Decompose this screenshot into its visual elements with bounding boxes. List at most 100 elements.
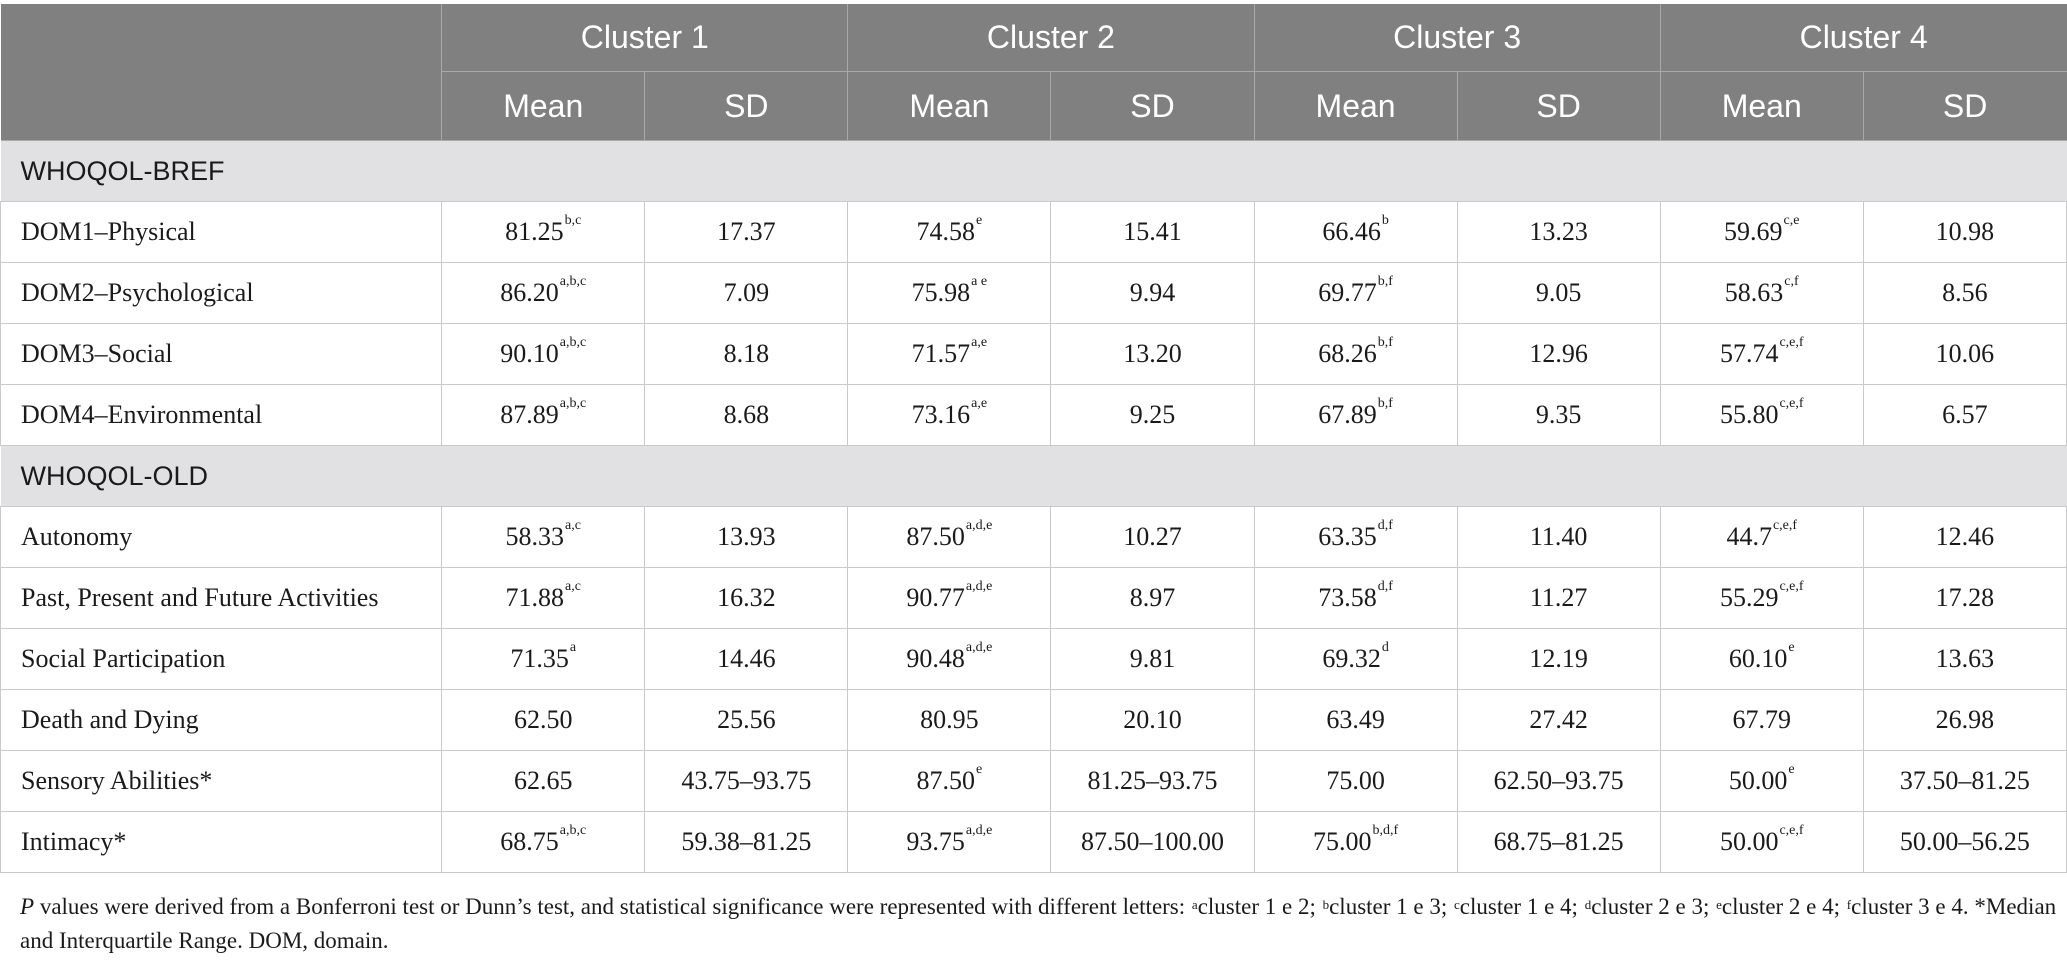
significance-superscript: c,e,f (1779, 579, 1804, 594)
significance-superscript: a,b,c (559, 274, 587, 289)
cell-value: 81.25 (505, 217, 564, 246)
mean-cell: 55.80c,e,f (1659, 384, 1864, 446)
sd-cell: 81.25–93.75 (1050, 750, 1255, 812)
table-row: Past, Present and Future Activities 71.88… (0, 567, 2067, 629)
sd-cell: 10.27 (1050, 506, 1255, 568)
cell-value: 50.00 (1728, 766, 1788, 795)
cell-value: 13.63 (1935, 644, 1995, 673)
mean-cell: 63.49 (1253, 689, 1458, 751)
cell-value: 71.35 (510, 644, 569, 673)
cell-value: 57.74 (1719, 339, 1779, 368)
footnote-letter: a (1191, 897, 1198, 912)
mean-cell: 68.75a,b,c (441, 811, 646, 873)
results-table-container: Cluster 1 Cluster 2 Cluster 3 Cluster 4 … (0, 4, 2067, 873)
significance-superscript: d,f (1377, 518, 1393, 533)
sd-cell: 26.98 (1862, 689, 2067, 751)
significance-superscript: d (1381, 640, 1389, 655)
mean-cell: 90.48a,d,e (847, 628, 1052, 690)
cell-value: 62.65 (513, 766, 573, 795)
cell-value: 9.94 (1129, 278, 1176, 307)
cluster-header-row: Cluster 1 Cluster 2 Cluster 3 Cluster 4 (0, 4, 2067, 141)
cell-value: 71.57 (911, 339, 971, 368)
footnote-letter: c (1454, 897, 1460, 912)
sd-cell: 50.00–56.25 (1862, 811, 2067, 873)
significance-superscript: b (1381, 213, 1389, 228)
footnote-intro: values were derived from a Bonferroni te… (34, 894, 1191, 919)
significance-superscript: a,c (565, 579, 581, 594)
cell-value: 63.49 (1326, 705, 1385, 734)
sd-cell: 12.19 (1456, 628, 1661, 690)
mean-cell: 81.25b,c (441, 201, 646, 263)
mean-cell: 71.57a,e (847, 323, 1052, 385)
sd-cell: 9.35 (1456, 384, 1661, 446)
cell-value: 37.50–81.25 (1899, 766, 2030, 795)
cell-value: 9.25 (1129, 400, 1176, 429)
table-body: WHOQOL-BREF DOM1–Physical 81.25b,c 17.37 74.… (0, 140, 2067, 873)
table-row: Intimacy* 68.75a,b,c 59.38–81.25 93.75a,d,e… (0, 811, 2067, 873)
cell-value: 87.50–100.00 (1080, 827, 1224, 856)
mean-cell: 62.65 (441, 750, 646, 812)
section-title: WHOQOL-BREF (0, 140, 2067, 202)
significance-superscript: e (1788, 762, 1795, 777)
significance-superscript: b,d,f (1372, 823, 1399, 838)
cell-value: 43.75–93.75 (681, 766, 812, 795)
mean-cell: 62.50 (441, 689, 646, 751)
row-label: Past, Present and Future Activities (0, 567, 443, 629)
cell-value: 10.98 (1935, 217, 1995, 246)
significance-superscript: a,b,c (559, 823, 587, 838)
significance-superscript: c,e,f (1779, 396, 1804, 411)
footnote-letter-meaning: cluster 3 e 4. (1851, 894, 1975, 919)
cluster-4-header: Cluster 4 (1659, 4, 2067, 72)
cell-value: 8.68 (723, 400, 770, 429)
sd-cell: 8.97 (1050, 567, 1255, 629)
sd-cell: 9.05 (1456, 262, 1661, 324)
footnote-letter-meaning: cluster 1 e 2; (1197, 894, 1322, 919)
row-label: DOM1–Physical (0, 201, 443, 263)
cell-value: 60.10 (1728, 644, 1788, 673)
section-row: WHOQOL-OLD (0, 445, 2067, 507)
significance-superscript: a,b,c (559, 396, 587, 411)
sd-cell: 12.46 (1862, 506, 2067, 568)
cell-value: 8.56 (1942, 278, 1988, 307)
cell-value: 11.27 (1529, 583, 1588, 612)
whoqol-cluster-table: Cluster 1 Cluster 2 Cluster 3 Cluster 4 … (0, 4, 2067, 873)
significance-superscript: a,d,e (965, 518, 993, 533)
mean-cell: 75.00b,d,f (1253, 811, 1458, 873)
table-row: Death and Dying 62.50 25.56 80.95 20.10 63.49… (0, 689, 2067, 751)
cell-value: 75.00 (1326, 766, 1385, 795)
sd-cell: 27.42 (1456, 689, 1661, 751)
cell-value: 69.77 (1318, 278, 1377, 307)
significance-superscript: b,c (564, 213, 582, 228)
mean-cell: 69.32d (1253, 628, 1458, 690)
sd-cell: 68.75–81.25 (1456, 811, 1661, 873)
cell-value: 87.50 (916, 766, 976, 795)
significance-superscript: b,f (1377, 396, 1393, 411)
sd-cell: 43.75–93.75 (644, 750, 849, 812)
row-label: DOM4–Environmental (0, 384, 443, 446)
sd-cell: 14.46 (644, 628, 849, 690)
significance-superscript: c,e,f (1779, 335, 1804, 350)
mean-cell: 55.29c,e,f (1659, 567, 1864, 629)
cell-value: 67.89 (1318, 400, 1377, 429)
mean-cell: 90.10a,b,c (441, 323, 646, 385)
mean-cell: 58.63c,f (1659, 262, 1864, 324)
footnote-letter-meaning: cluster 1 e 4; (1459, 894, 1584, 919)
cluster-2-header: Cluster 2 (847, 4, 1255, 72)
significance-superscript: a,b,c (559, 335, 587, 350)
cell-value: 63.35 (1318, 522, 1377, 551)
cell-value: 10.27 (1123, 522, 1182, 551)
sd-cell: 16.32 (644, 567, 849, 629)
cell-value: 93.75 (906, 827, 965, 856)
sd-cell: 9.94 (1050, 262, 1255, 324)
row-label: Social Participation (0, 628, 443, 690)
footnote-letter-meaning: cluster 2 e 3; (1591, 894, 1716, 919)
cell-value: 17.37 (717, 217, 776, 246)
footnote-legend: acluster 1 e 2; bcluster 1 e 3; ccluster… (1191, 894, 1974, 919)
cell-value: 6.57 (1942, 400, 1988, 429)
significance-superscript: e (976, 762, 983, 777)
significance-superscript: a (569, 640, 577, 655)
cell-value: 25.56 (717, 705, 776, 734)
cell-value: 73.58 (1318, 583, 1377, 612)
cell-value: 11.40 (1529, 522, 1588, 551)
footnote-letter-meaning: cluster 2 e 4; (1721, 894, 1846, 919)
